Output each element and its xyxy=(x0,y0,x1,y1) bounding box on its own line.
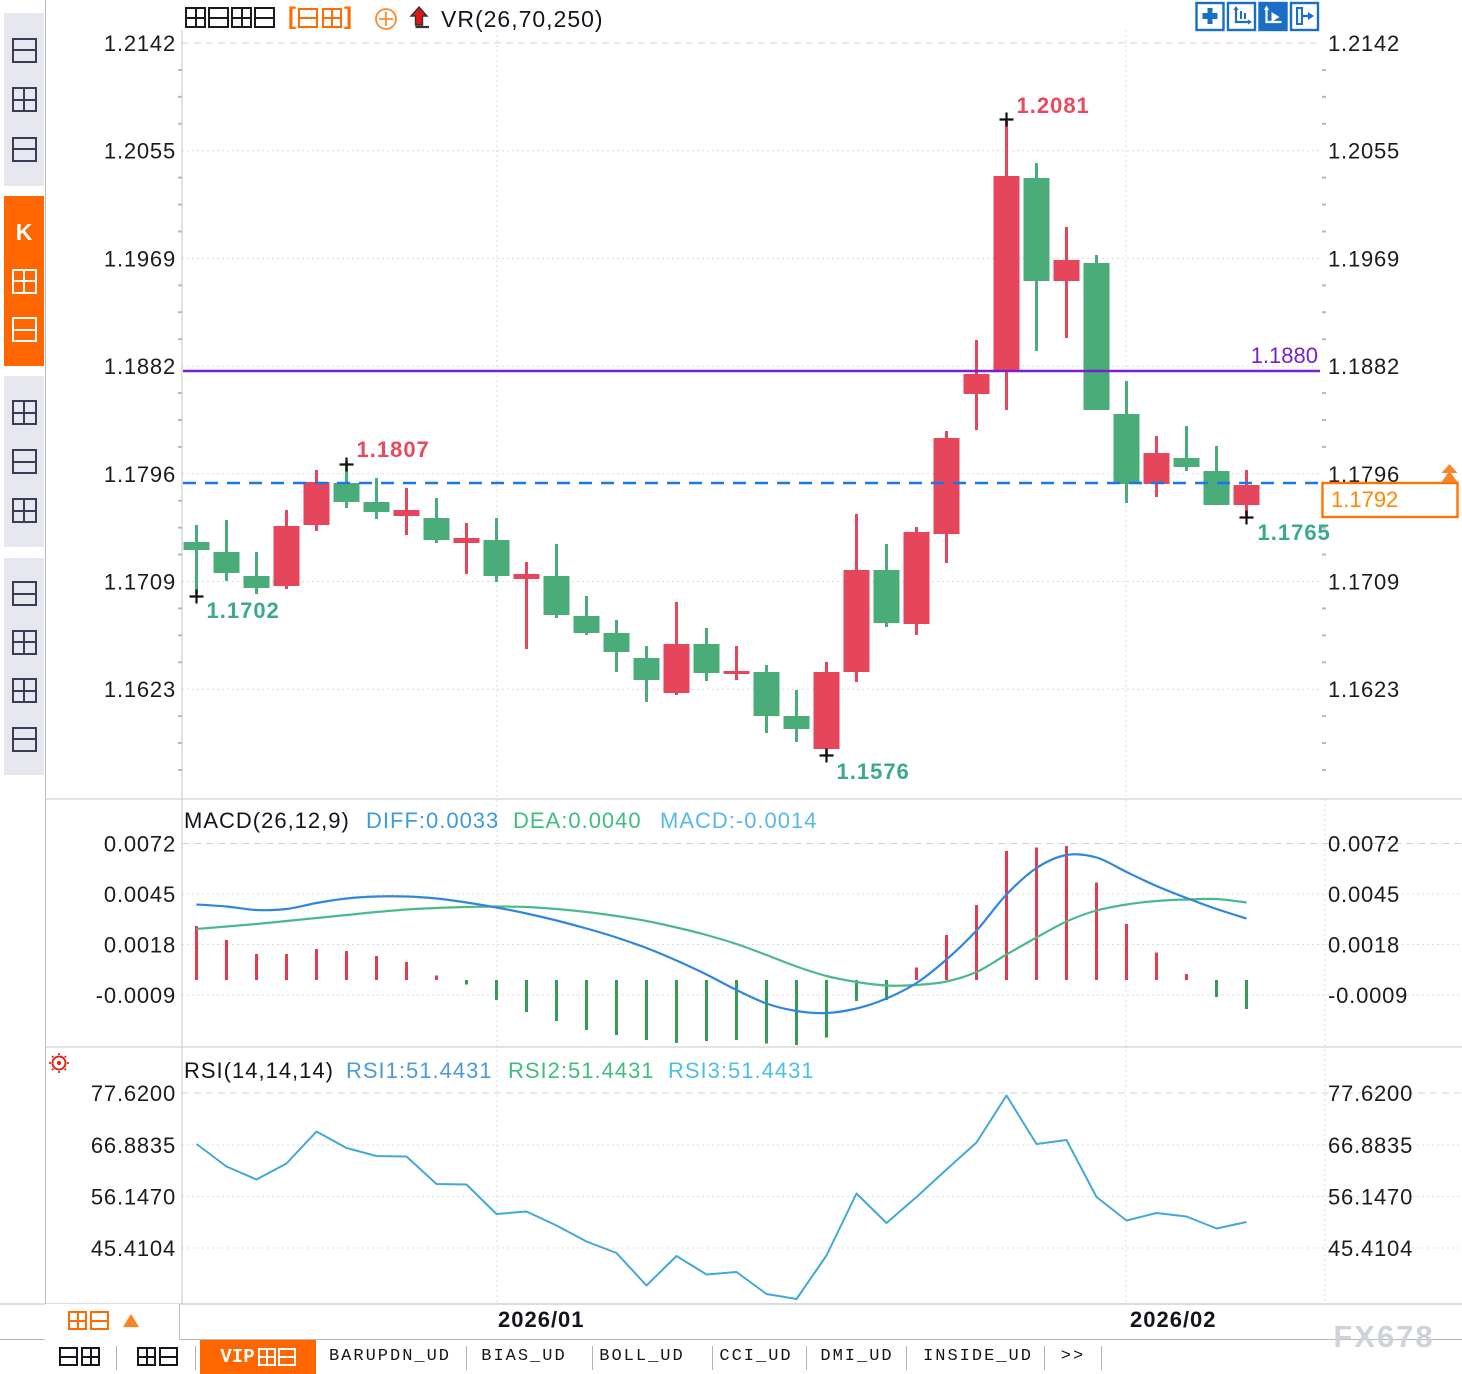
svg-text:DEA:0.0040: DEA:0.0040 xyxy=(513,808,642,833)
svg-text:1.2081: 1.2081 xyxy=(1017,93,1090,118)
svg-text:1.1969: 1.1969 xyxy=(104,246,176,271)
svg-text:2026/01: 2026/01 xyxy=(498,1307,585,1332)
svg-text:77.6200: 77.6200 xyxy=(1328,1081,1413,1106)
svg-text:1.1623: 1.1623 xyxy=(1328,677,1400,702)
svg-text:66.8835: 66.8835 xyxy=(1328,1133,1413,1158)
svg-text:1.1709: 1.1709 xyxy=(1328,570,1400,595)
svg-text:1.1765: 1.1765 xyxy=(1258,520,1331,545)
svg-text:VR(26,70,250): VR(26,70,250) xyxy=(441,6,604,32)
svg-text:MACD(26,12,9): MACD(26,12,9) xyxy=(184,808,350,833)
svg-text:45.4104: 45.4104 xyxy=(91,1236,176,1261)
svg-text:66.8835: 66.8835 xyxy=(91,1133,176,1158)
svg-text:45.4104: 45.4104 xyxy=(1328,1236,1413,1261)
svg-text:77.6200: 77.6200 xyxy=(91,1081,176,1106)
svg-text:1.1882: 1.1882 xyxy=(1328,354,1400,379)
svg-text:1.1576: 1.1576 xyxy=(837,759,910,784)
svg-text:-0.0009: -0.0009 xyxy=(1328,983,1408,1008)
svg-text:1.1702: 1.1702 xyxy=(207,598,280,623)
svg-text:2026/02: 2026/02 xyxy=(1130,1307,1217,1332)
svg-text:MACD:-0.0014: MACD:-0.0014 xyxy=(660,808,818,833)
svg-text:0.0018: 0.0018 xyxy=(104,933,176,958)
svg-text:1.1792: 1.1792 xyxy=(1331,487,1398,512)
svg-text:FX678: FX678 xyxy=(1333,1319,1434,1354)
svg-text:1.1796: 1.1796 xyxy=(104,462,176,487)
svg-text:1.2142: 1.2142 xyxy=(104,31,176,56)
svg-text:1.1969: 1.1969 xyxy=(1328,246,1400,271)
svg-text:0.0072: 0.0072 xyxy=(104,832,176,857)
svg-text:1.2055: 1.2055 xyxy=(104,139,176,164)
svg-text:RSI(14,14,14): RSI(14,14,14) xyxy=(184,1058,334,1083)
svg-text:0.0045: 0.0045 xyxy=(104,882,176,907)
svg-text:RSI1:51.4431: RSI1:51.4431 xyxy=(346,1058,493,1083)
svg-text:0.0018: 0.0018 xyxy=(1328,933,1400,958)
svg-text:1.1709: 1.1709 xyxy=(104,570,176,595)
svg-text:1.1623: 1.1623 xyxy=(104,677,176,702)
svg-text:1.1880: 1.1880 xyxy=(1251,343,1318,368)
svg-text:1.1882: 1.1882 xyxy=(104,354,176,379)
svg-text:DIFF:0.0033: DIFF:0.0033 xyxy=(366,808,499,833)
svg-text:RSI2:51.4431: RSI2:51.4431 xyxy=(508,1058,655,1083)
svg-text:56.1470: 56.1470 xyxy=(91,1185,176,1210)
svg-text:RSI3:51.4431: RSI3:51.4431 xyxy=(668,1058,815,1083)
svg-text:56.1470: 56.1470 xyxy=(1328,1185,1413,1210)
svg-text:-0.0009: -0.0009 xyxy=(96,983,176,1008)
svg-text:1.2142: 1.2142 xyxy=(1328,31,1400,56)
svg-text:1.2055: 1.2055 xyxy=(1328,139,1400,164)
svg-text:0.0072: 0.0072 xyxy=(1328,832,1400,857)
svg-text:1.1807: 1.1807 xyxy=(357,437,430,462)
svg-text:0.0045: 0.0045 xyxy=(1328,882,1400,907)
